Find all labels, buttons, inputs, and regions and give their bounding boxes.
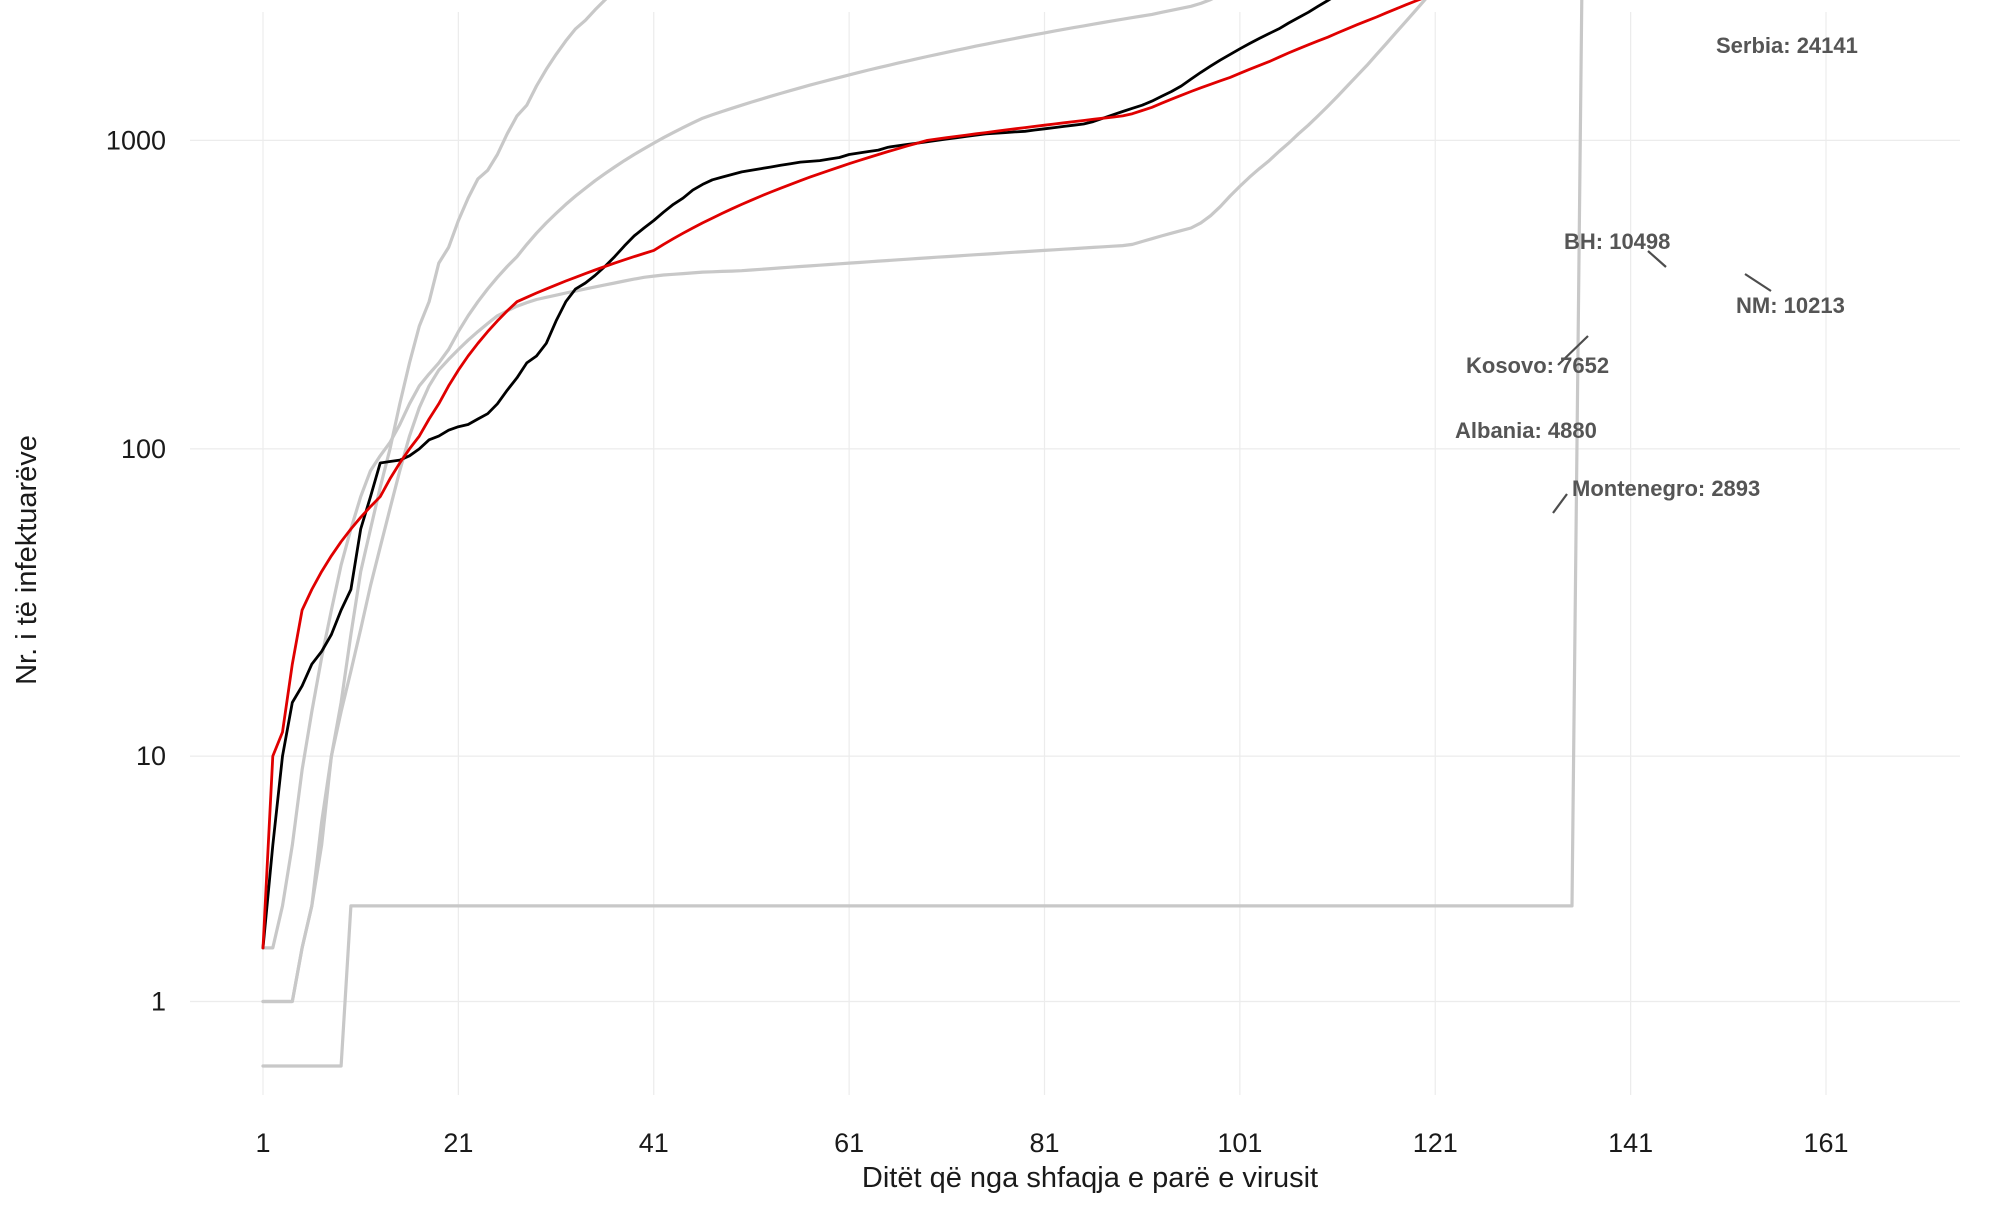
series-label-layer: Serbia: 24141 BH: 10498 NM: 10213 Montenegr… [1455,33,1858,501]
x-tick-label: 161 [1803,1128,1848,1158]
x-tick-label: 41 [639,1128,669,1158]
series-layer [261,0,1584,1068]
series-line-albania [261,0,1423,950]
y-tick-label: 1000 [106,125,166,155]
x-tick-label-layer: 1 21 41 61 81 101 121 141 161 [255,1128,1848,1158]
series-label-bh: BH: 10498 [1564,229,1670,254]
label-connector-bh [1647,250,1667,268]
grid-layer [190,12,1960,1095]
y-tick-label: 100 [121,434,166,464]
label-connector-layer [1552,250,1772,514]
label-connector-nm [1744,273,1772,292]
y-tick-label-layer: 11010010001000020000 [106,125,166,1017]
series-line-serbia [261,0,608,1004]
series-line-kosovo [261,0,1332,950]
label-connector-montenegro [1552,493,1568,514]
series-label-albania: Albania: 4880 [1455,418,1597,443]
x-tick-label: 61 [834,1128,864,1158]
y-tick-label: 1 [151,987,166,1017]
series-label-kosovo: Kosovo: 7652 [1466,353,1609,378]
x-tick-label: 121 [1413,1128,1458,1158]
series-label-serbia: Serbia: 24141 [1716,33,1858,58]
y-tick-label: 10 [136,741,166,771]
x-axis-title: Ditët që nga shfaqja e parë e virusit [862,1162,1318,1194]
x-tick-label: 21 [443,1128,473,1158]
x-tick-label: 101 [1217,1128,1262,1158]
label-connector-kosovo [1557,335,1589,366]
series-label-nm: NM: 10213 [1736,293,1845,318]
series-label-montenegro: Montenegro: 2893 [1572,476,1760,501]
series-line-nm [261,0,1427,1004]
series-line-montenegro [261,0,1584,1068]
x-tick-label: 141 [1608,1128,1653,1158]
y-axis-title: Nr. i të infektuarëve [11,435,43,685]
series-line-bh [261,0,1214,950]
x-tick-label: 81 [1029,1128,1059,1158]
x-tick-label: 1 [255,1128,270,1158]
